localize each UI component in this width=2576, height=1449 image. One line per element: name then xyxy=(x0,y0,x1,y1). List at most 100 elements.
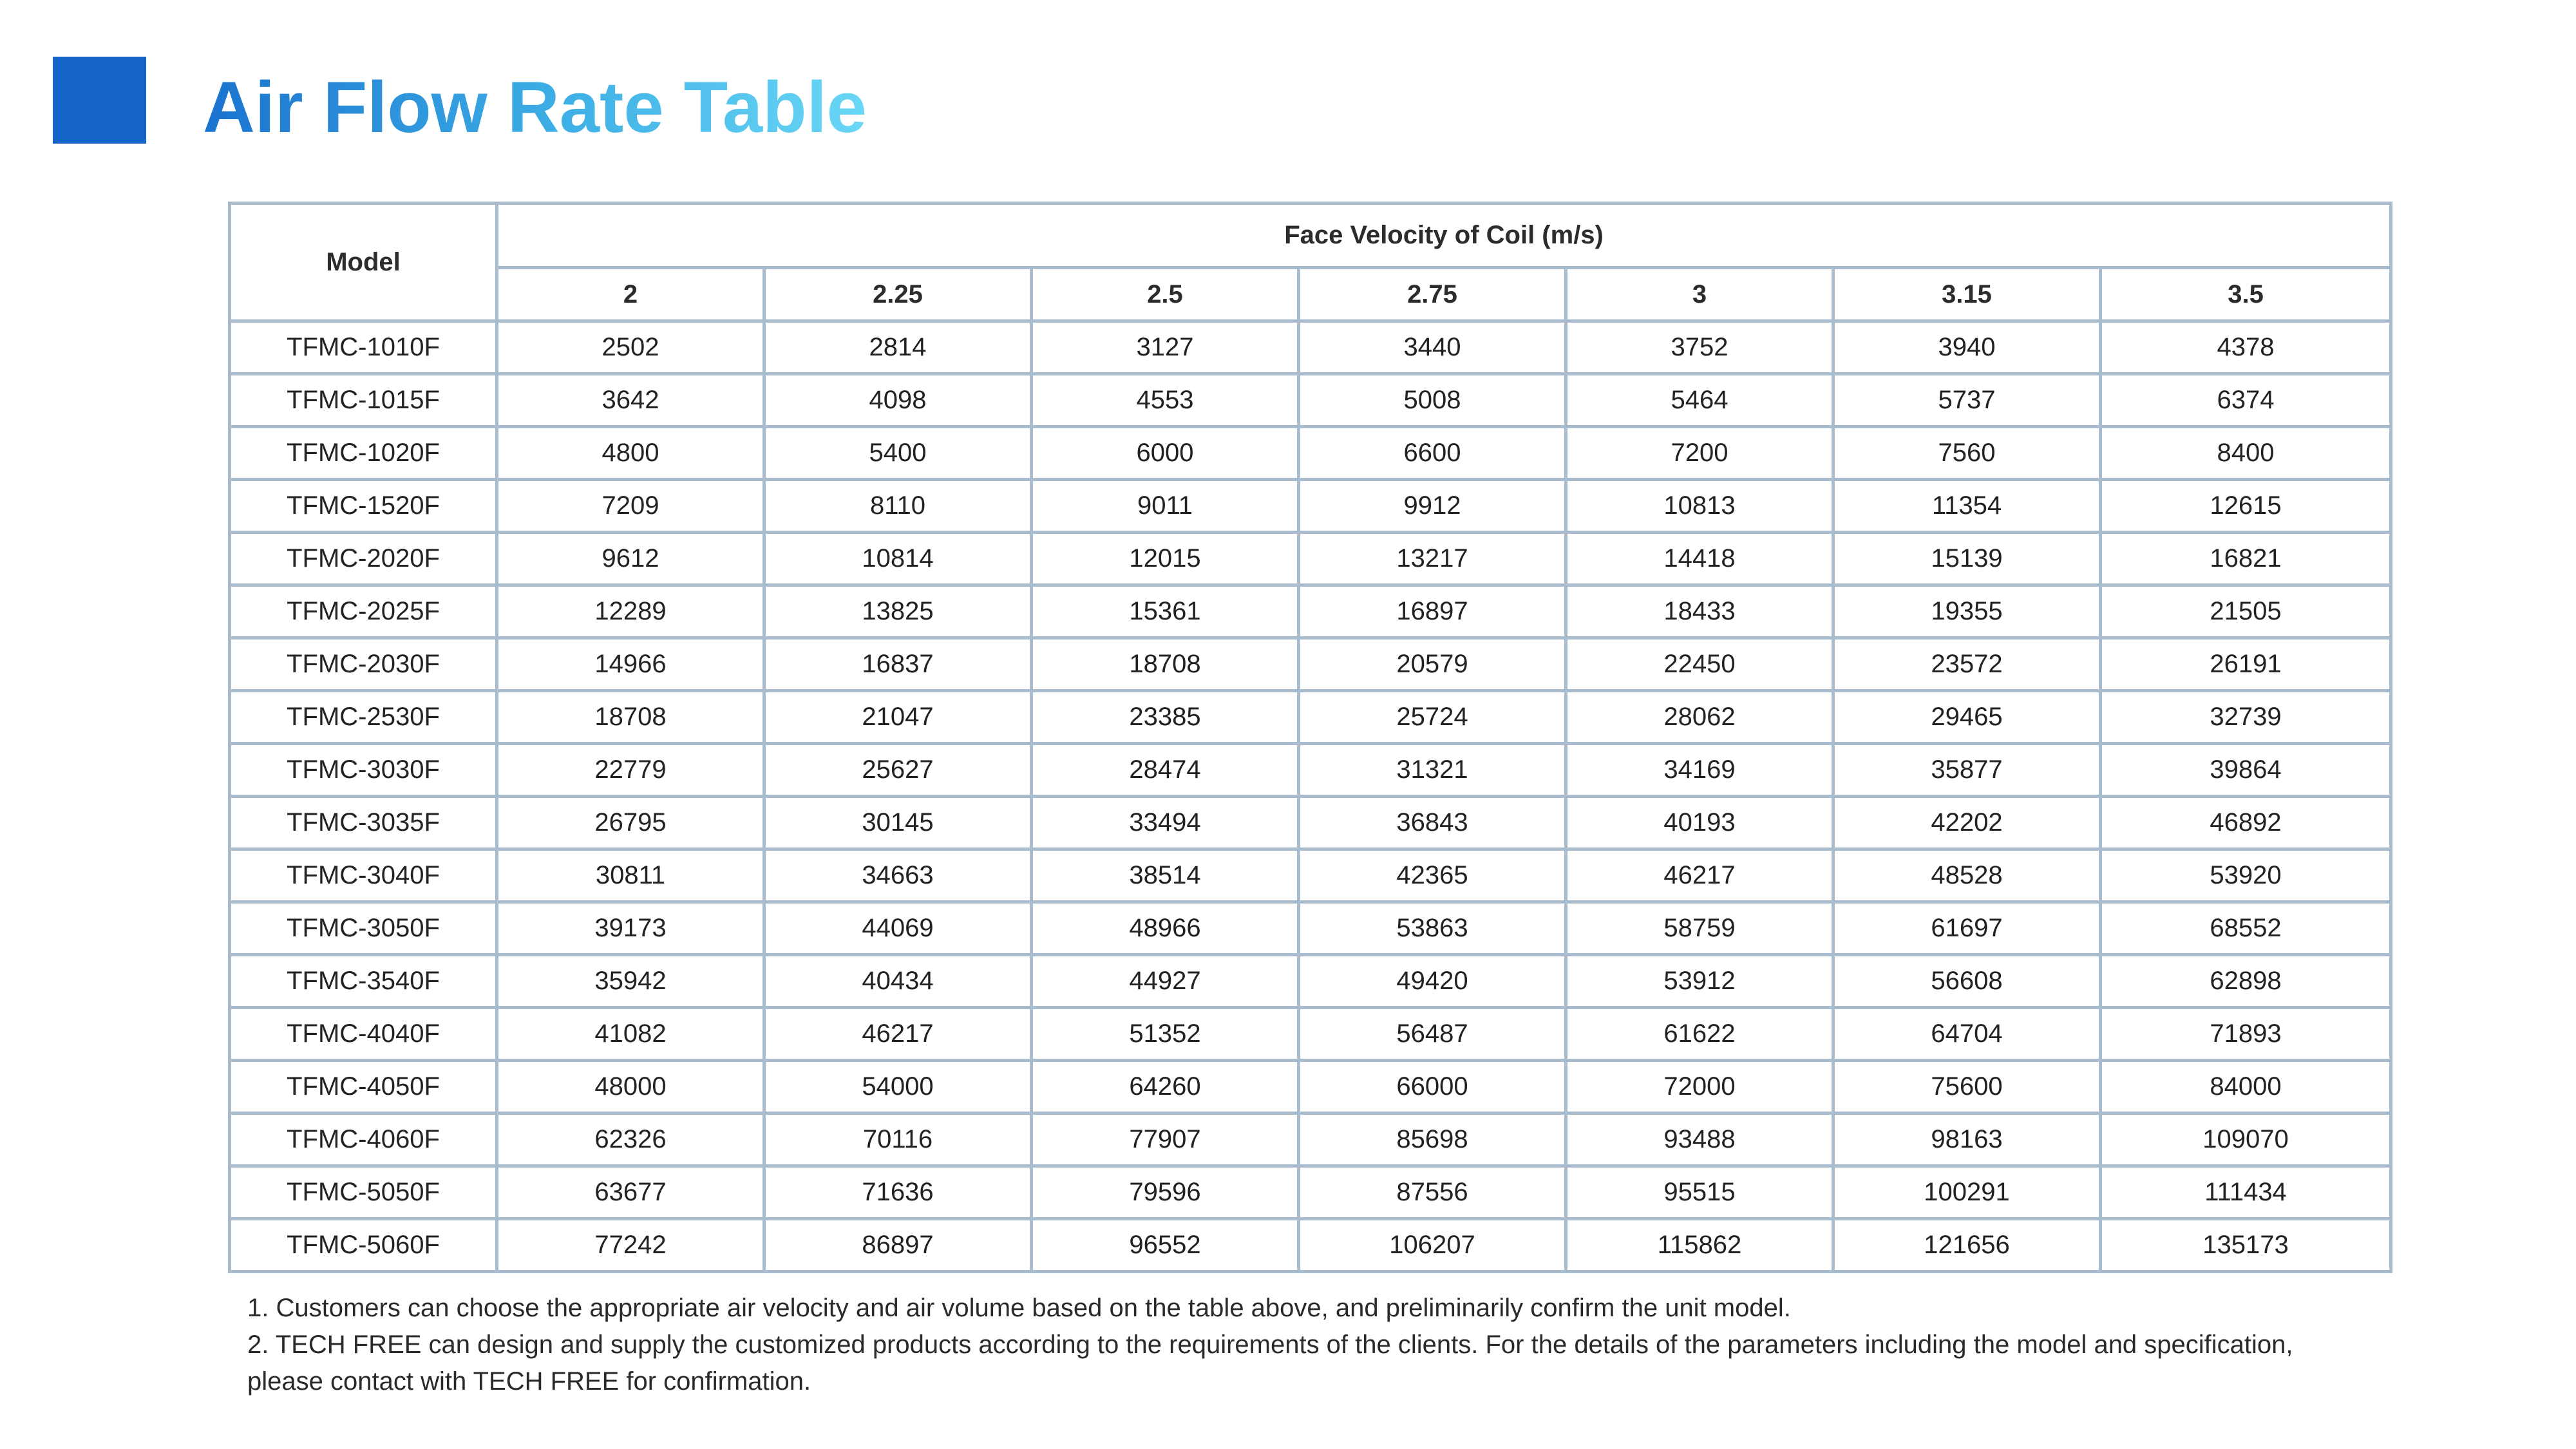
air-flow-value-cell: 9612 xyxy=(495,531,766,587)
air-flow-value-cell: 15361 xyxy=(1030,583,1300,639)
air-flow-value-cell: 32739 xyxy=(2098,689,2393,745)
air-flow-rate-table: Model Face Velocity of Coil (m/s) 2 2.25 2… xyxy=(228,202,2393,1273)
velocity-header-cell: 2.25 xyxy=(762,266,1033,323)
air-flow-value-cell: 86897 xyxy=(762,1217,1033,1273)
air-flow-value-cell: 42365 xyxy=(1297,848,1567,904)
table-row: TFMC-3540F 35942 40434 44927 49420 53912 56608… xyxy=(228,953,2393,1009)
air-flow-value-cell: 61622 xyxy=(1564,1006,1835,1062)
air-flow-value-cell: 2814 xyxy=(762,319,1033,375)
air-flow-value-cell: 6600 xyxy=(1297,425,1567,481)
footnote-item: 2. TECH FREE can design and supply the c… xyxy=(247,1331,2293,1396)
air-flow-value-cell: 15139 xyxy=(1832,531,2102,587)
air-flow-value-cell: 22779 xyxy=(495,742,766,798)
air-flow-value-cell: 121656 xyxy=(1832,1217,2102,1273)
model-cell: TFMC-3035F xyxy=(228,795,498,851)
air-flow-value-cell: 51352 xyxy=(1030,1006,1300,1062)
air-flow-value-cell: 115862 xyxy=(1564,1217,1835,1273)
air-flow-value-cell: 87556 xyxy=(1297,1164,1567,1220)
velocity-header-cell: 3 xyxy=(1564,266,1835,323)
model-cell: TFMC-4040F xyxy=(228,1006,498,1062)
air-flow-value-cell: 4553 xyxy=(1030,372,1300,428)
air-flow-value-cell: 5737 xyxy=(1832,372,2102,428)
air-flow-value-cell: 98163 xyxy=(1832,1112,2102,1168)
air-flow-value-cell: 30811 xyxy=(495,848,766,904)
table-row: TFMC-5060F 77242 86897 96552 106207 115862 121… xyxy=(228,1217,2393,1273)
air-flow-value-cell: 58759 xyxy=(1564,900,1835,956)
air-flow-value-cell: 39173 xyxy=(495,900,766,956)
table-row: TFMC-2025F 12289 13825 15361 16897 18433 19355… xyxy=(228,583,2393,639)
air-flow-value-cell: 36843 xyxy=(1297,795,1567,851)
model-cell: TFMC-1015F xyxy=(228,372,498,428)
air-flow-value-cell: 5464 xyxy=(1564,372,1835,428)
air-flow-value-cell: 53920 xyxy=(2098,848,2393,904)
air-flow-value-cell: 79596 xyxy=(1030,1164,1300,1220)
air-flow-value-cell: 29465 xyxy=(1832,689,2102,745)
air-flow-value-cell: 84000 xyxy=(2098,1059,2393,1115)
air-flow-value-cell: 9912 xyxy=(1297,478,1567,534)
model-cell: TFMC-1020F xyxy=(228,425,498,481)
air-flow-value-cell: 64260 xyxy=(1030,1059,1300,1115)
air-flow-value-cell: 46217 xyxy=(1564,848,1835,904)
model-cell: TFMC-2020F xyxy=(228,531,498,587)
air-flow-value-cell: 8110 xyxy=(762,478,1033,534)
velocity-header-row: 2 2.25 2.5 2.75 3 3.15 3.5 xyxy=(230,266,2393,323)
velocity-header-cell: 2 xyxy=(495,266,766,323)
model-column-header: Model xyxy=(228,202,498,323)
air-flow-value-cell: 3940 xyxy=(1832,319,2102,375)
air-flow-value-cell: 35877 xyxy=(1832,742,2102,798)
air-flow-value-cell: 3752 xyxy=(1564,319,1835,375)
air-flow-value-cell: 93488 xyxy=(1564,1112,1835,1168)
air-flow-value-cell: 25627 xyxy=(762,742,1033,798)
air-flow-value-cell: 77242 xyxy=(495,1217,766,1273)
table-row: TFMC-1020F 4800 5400 6000 6600 7200 7560 8400 xyxy=(228,425,2393,481)
air-flow-value-cell: 48966 xyxy=(1030,900,1300,956)
model-cell: TFMC-1010F xyxy=(228,319,498,375)
table-row: TFMC-4060F 62326 70116 77907 85698 93488 98163… xyxy=(228,1112,2393,1168)
air-flow-value-cell: 7200 xyxy=(1564,425,1835,481)
air-flow-value-cell: 64704 xyxy=(1832,1006,2102,1062)
air-flow-value-cell: 40193 xyxy=(1564,795,1835,851)
air-flow-value-cell: 3440 xyxy=(1297,319,1567,375)
model-cell: TFMC-1520F xyxy=(228,478,498,534)
air-flow-value-cell: 46892 xyxy=(2098,795,2393,851)
air-flow-value-cell: 21505 xyxy=(2098,583,2393,639)
air-flow-value-cell: 49420 xyxy=(1297,953,1567,1009)
velocity-header-cell: 3.15 xyxy=(1832,266,2102,323)
air-flow-value-cell: 16897 xyxy=(1297,583,1567,639)
air-flow-value-cell: 106207 xyxy=(1297,1217,1567,1273)
air-flow-value-cell: 61697 xyxy=(1832,900,2102,956)
air-flow-value-cell: 6374 xyxy=(2098,372,2393,428)
table-row: TFMC-3050F 39173 44069 48966 53863 58759 61697… xyxy=(228,900,2393,956)
table-row: TFMC-2030F 14966 16837 18708 20579 22450 23572… xyxy=(228,636,2393,692)
air-flow-value-cell: 56608 xyxy=(1832,953,2102,1009)
air-flow-value-cell: 22450 xyxy=(1564,636,1835,692)
air-flow-value-cell: 53912 xyxy=(1564,953,1835,1009)
velocity-header-cell: 2.75 xyxy=(1297,266,1567,323)
air-flow-value-cell: 72000 xyxy=(1564,1059,1835,1115)
air-flow-value-cell: 16821 xyxy=(2098,531,2393,587)
air-flow-table-container: Model Face Velocity of Coil (m/s) 2 2.25 2… xyxy=(228,202,2393,1273)
air-flow-value-cell: 63677 xyxy=(495,1164,766,1220)
footnote-item: 1. Customers can choose the appropriate … xyxy=(247,1294,1791,1322)
air-flow-value-cell: 4800 xyxy=(495,425,766,481)
air-flow-value-cell: 48528 xyxy=(1832,848,2102,904)
air-flow-value-cell: 28062 xyxy=(1564,689,1835,745)
table-row: TFMC-1010F 2502 2814 3127 3440 3752 3940 4378 xyxy=(228,319,2393,375)
air-flow-value-cell: 100291 xyxy=(1832,1164,2102,1220)
air-flow-value-cell: 16837 xyxy=(762,636,1033,692)
model-cell: TFMC-2030F xyxy=(228,636,498,692)
table-row: TFMC-1015F 3642 4098 4553 5008 5464 5737 6374 xyxy=(228,372,2393,428)
model-cell: TFMC-3540F xyxy=(228,953,498,1009)
air-flow-value-cell: 42202 xyxy=(1832,795,2102,851)
table-row: TFMC-3035F 26795 30145 33494 36843 40193 42202… xyxy=(228,795,2393,851)
air-flow-value-cell: 26795 xyxy=(495,795,766,851)
air-flow-value-cell: 38514 xyxy=(1030,848,1300,904)
air-flow-value-cell: 4378 xyxy=(2098,319,2393,375)
air-flow-value-cell: 53863 xyxy=(1297,900,1567,956)
air-flow-value-cell: 46217 xyxy=(762,1006,1033,1062)
air-flow-value-cell: 13217 xyxy=(1297,531,1567,587)
air-flow-value-cell: 10813 xyxy=(1564,478,1835,534)
air-flow-value-cell: 19355 xyxy=(1832,583,2102,639)
table-row: TFMC-1520F 7209 8110 9011 9912 10813 11354 1261… xyxy=(228,478,2393,534)
air-flow-value-cell: 33494 xyxy=(1030,795,1300,851)
